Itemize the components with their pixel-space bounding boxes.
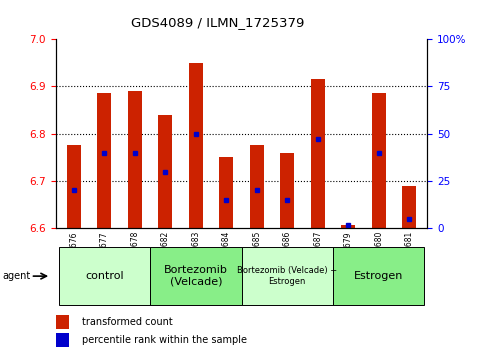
Text: control: control xyxy=(85,271,124,281)
Text: percentile rank within the sample: percentile rank within the sample xyxy=(82,335,247,345)
Bar xyxy=(219,157,233,228)
Bar xyxy=(250,145,264,228)
Text: GDS4089 / ILMN_1725379: GDS4089 / ILMN_1725379 xyxy=(131,16,304,29)
Text: Estrogen: Estrogen xyxy=(354,271,403,281)
Bar xyxy=(341,225,355,228)
Text: Bortezomib (Velcade) +
Estrogen: Bortezomib (Velcade) + Estrogen xyxy=(237,267,337,286)
Bar xyxy=(311,79,325,228)
Bar xyxy=(56,333,69,347)
FancyBboxPatch shape xyxy=(242,247,333,305)
FancyBboxPatch shape xyxy=(58,247,150,305)
Bar xyxy=(56,315,69,329)
Bar xyxy=(67,145,81,228)
Bar xyxy=(402,186,416,228)
Bar xyxy=(128,91,142,228)
Text: Bortezomib
(Velcade): Bortezomib (Velcade) xyxy=(164,265,227,287)
Bar xyxy=(98,93,111,228)
Text: transformed count: transformed count xyxy=(82,318,172,327)
Bar xyxy=(372,93,385,228)
Bar xyxy=(158,115,172,228)
Text: agent: agent xyxy=(2,271,30,281)
Bar xyxy=(280,153,294,228)
FancyBboxPatch shape xyxy=(150,247,242,305)
FancyBboxPatch shape xyxy=(333,247,425,305)
Bar xyxy=(189,63,203,228)
